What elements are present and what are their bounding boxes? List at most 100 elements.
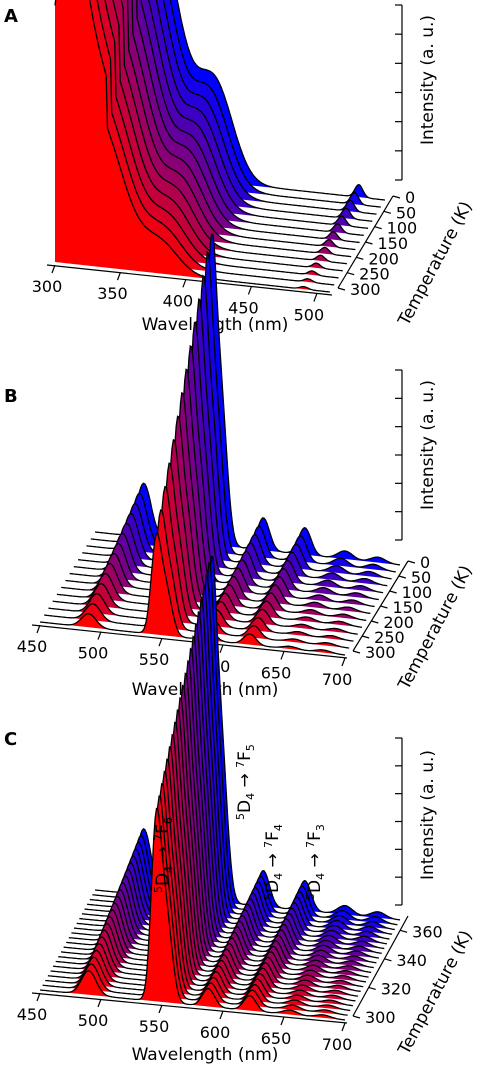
x-tick-mark xyxy=(97,631,102,640)
t-tick-mark xyxy=(368,986,376,991)
x-tick-mark xyxy=(36,624,41,634)
t-tick-mark xyxy=(347,272,355,276)
t-tick-mark xyxy=(362,635,370,639)
spectrum-line-A-2 xyxy=(104,0,339,279)
spectrum-line-C-3 xyxy=(47,770,353,1007)
ann-base: D xyxy=(263,880,283,893)
x-tick-label: 350 xyxy=(97,284,128,303)
spectrum-line-C-0 xyxy=(39,807,346,1021)
ann-sup: 5 xyxy=(304,893,317,900)
ann-arrow: → xyxy=(153,841,173,866)
x-tick-label: 450 xyxy=(17,1005,48,1024)
ann-base: D xyxy=(305,880,325,893)
z-axis-label: Intensity (a. u.) xyxy=(418,15,438,145)
x-tick-label: 600 xyxy=(200,1023,231,1042)
spectrum-line-C-10 xyxy=(66,684,372,973)
x-tick-mark xyxy=(219,644,224,654)
ann-sub: 4 xyxy=(162,866,175,873)
x-tick-label: 450 xyxy=(228,298,259,317)
spectrum-line-C-11 xyxy=(68,672,374,969)
x-tick-mark xyxy=(158,637,163,647)
t-tick-label: 250 xyxy=(359,265,390,284)
spectrum-line-A-6 xyxy=(131,0,356,251)
t-tick-mark xyxy=(389,590,397,594)
ann-sub: 6 xyxy=(162,817,175,824)
spectrum-line-A-10 xyxy=(155,0,373,222)
ann-sup: 7 xyxy=(152,834,165,841)
x-tick-mark xyxy=(182,279,187,288)
ann-sup: 5 xyxy=(262,893,275,900)
ann-sup: 7 xyxy=(262,841,275,848)
z-axis-label: Intensity (a. u.) xyxy=(418,750,438,880)
spectrum-line-C-5 xyxy=(53,745,359,997)
ann-target: F xyxy=(153,824,173,834)
t-tick-mark xyxy=(365,241,373,245)
transition-annotation: 5D4 → 7F3 xyxy=(304,824,327,900)
ann-sub: 4 xyxy=(244,793,257,800)
spectrum-line-B-6 xyxy=(65,391,371,615)
x-tick-mark xyxy=(313,293,318,302)
panel-letter: B xyxy=(4,386,18,407)
x-tick-label: 550 xyxy=(139,1017,170,1036)
spectrum-line-C-1 xyxy=(42,795,348,1016)
x-tick-label: 700 xyxy=(322,1035,353,1054)
x-tick-mark xyxy=(158,1004,163,1014)
x-tick-label: 650 xyxy=(261,1029,292,1048)
spectrum-line-C-16 xyxy=(81,610,387,945)
ann-target: F xyxy=(305,831,325,841)
x-tick-mark xyxy=(280,651,285,660)
spectrum-line-C-7 xyxy=(58,721,364,988)
t-tick-label: 150 xyxy=(393,598,424,617)
spectrum-line-C-15 xyxy=(79,622,385,950)
x-axis-line xyxy=(31,624,348,659)
spectrum-line-A-1 xyxy=(96,0,335,286)
panel-A: 300350400450500Wavelength (nm)0501001502… xyxy=(4,0,477,335)
t-tick-label: 0 xyxy=(405,188,415,207)
spectrum-line-A-5 xyxy=(126,0,352,258)
spectrum-line-A-12 xyxy=(169,0,381,208)
t-tick-label: 340 xyxy=(396,951,427,970)
t-tick-label: 50 xyxy=(396,203,416,222)
t-tick-label: 360 xyxy=(412,922,443,941)
x-tick-mark xyxy=(36,992,41,1002)
panel-letter: A xyxy=(4,6,18,27)
x-tick-label: 400 xyxy=(163,291,194,310)
ann-base: D xyxy=(235,800,255,813)
spectrum-line-B-9 xyxy=(78,321,384,594)
spectrum-line-C-14 xyxy=(76,635,382,954)
x-axis-line xyxy=(31,992,348,1024)
x-axis-label: Wavelength (nm) xyxy=(132,1045,279,1065)
transition-annotation: 5D4 → 7F6 xyxy=(152,817,175,893)
x-tick-mark xyxy=(51,264,56,274)
spectrum-line-A-8 xyxy=(140,0,364,237)
x-tick-label: 500 xyxy=(294,306,325,325)
x-tick-label: 300 xyxy=(32,277,63,296)
spectrum-fill-A-0 xyxy=(55,0,330,292)
transition-annotation: 5D4 → 7F4 xyxy=(262,824,285,900)
x-tick-label: 650 xyxy=(261,663,292,682)
x-tick-mark xyxy=(247,286,252,295)
spectrum-line-C-4 xyxy=(50,758,356,1002)
spectrum-line-B-11 xyxy=(86,274,392,580)
t-tick-label: 200 xyxy=(383,613,414,632)
spectrum-line-A-3 xyxy=(112,0,343,272)
z-axis-label: Intensity (a. u.) xyxy=(418,380,438,510)
ann-sub: 4 xyxy=(314,873,327,880)
spectrum-line-A-4 xyxy=(120,0,347,265)
x-tick-label: 450 xyxy=(17,637,48,656)
x-tick-mark xyxy=(116,271,122,281)
spectrum-line-C-13 xyxy=(73,647,380,959)
spectrum-line-C-8 xyxy=(60,709,367,983)
x-tick-mark xyxy=(341,1022,346,1032)
t-axis-line xyxy=(352,915,409,1017)
t-tick-mark xyxy=(352,1015,361,1019)
x-tick-label: 500 xyxy=(78,1011,109,1030)
ann-sub: 5 xyxy=(244,744,257,751)
panel-letter: C xyxy=(4,729,17,750)
ann-sup: 5 xyxy=(152,886,165,893)
ann-target: F xyxy=(263,831,283,841)
spectrum-line-A-11 xyxy=(162,0,377,215)
ann-sup: 7 xyxy=(304,841,317,848)
